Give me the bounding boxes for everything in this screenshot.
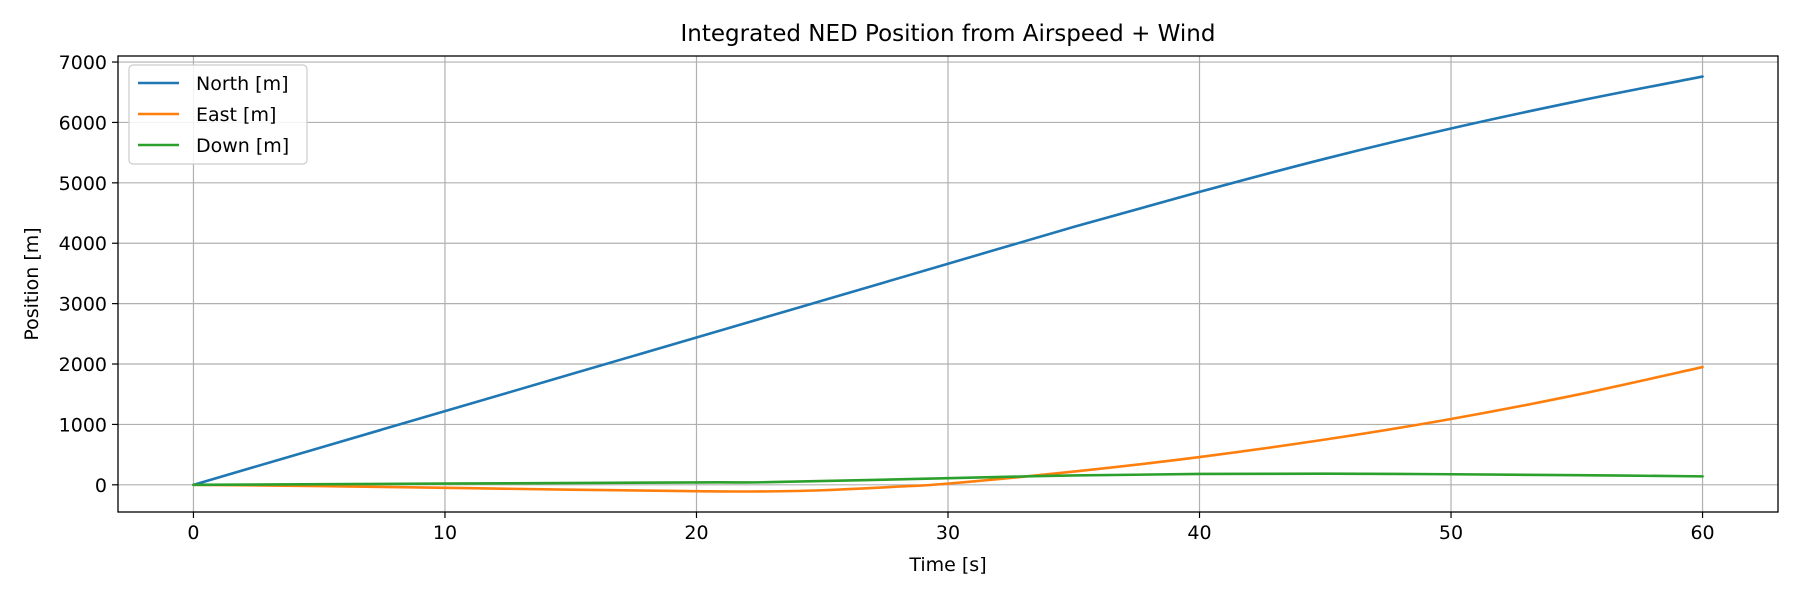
x-tick-label: 50 [1439, 522, 1463, 544]
x-tick-label: 0 [187, 522, 199, 544]
legend-label-down-m: Down [m] [196, 135, 289, 157]
x-tick-label: 10 [433, 522, 457, 544]
y-axis-ticks: 0 1000 2000 3000 4000 5000 6000 7000 [59, 52, 118, 497]
y-tick-label: 1000 [59, 414, 107, 436]
x-tick-label: 30 [936, 522, 960, 544]
y-axis-label: Position [m] [21, 227, 43, 340]
legend-label-north-m: North [m] [196, 73, 289, 95]
y-tick-label: 4000 [59, 233, 107, 255]
y-tick-label: 2000 [59, 354, 107, 376]
chart-title: Integrated NED Position from Airspeed + … [681, 21, 1216, 47]
y-tick-label: 7000 [59, 52, 107, 74]
x-tick-label: 40 [1187, 522, 1211, 544]
series-lines [192, 75, 1704, 493]
x-axis-label: Time [s] [908, 554, 986, 576]
legend: North [m] East [m] Down [m] [128, 64, 308, 165]
y-tick-label: 0 [95, 475, 107, 497]
x-tick-label: 60 [1690, 522, 1714, 544]
series-line-east-m [192, 365, 1704, 493]
x-axis-ticks: 0 10 20 30 40 50 60 [187, 512, 1715, 544]
legend-box [128, 64, 308, 165]
x-tick-label: 20 [684, 522, 708, 544]
series-line-down-m [192, 472, 1704, 487]
y-tick-label: 3000 [59, 294, 107, 316]
y-tick-label: 6000 [59, 112, 107, 134]
series-line-north-m [192, 75, 1704, 487]
legend-label-east-m: East [m] [196, 104, 276, 126]
y-tick-label: 5000 [59, 173, 107, 195]
